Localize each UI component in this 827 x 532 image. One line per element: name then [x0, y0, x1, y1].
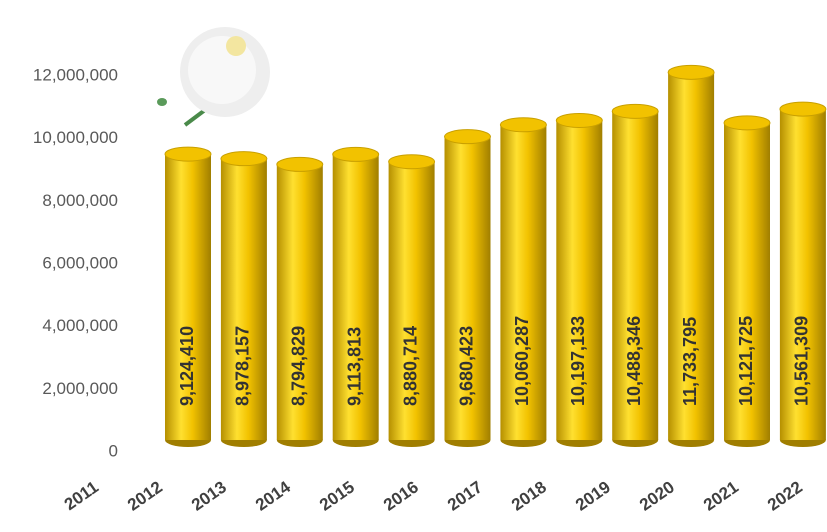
value-label: 9,124,410: [177, 326, 197, 406]
y-tick-label: 6,000,000: [42, 253, 118, 272]
value-label: 10,488,346: [624, 316, 644, 406]
bar-top: [499, 117, 547, 133]
bar: [388, 161, 435, 441]
bar: [332, 154, 379, 441]
y-tick-label: 8,000,000: [42, 191, 118, 210]
bar-top: [611, 103, 659, 119]
x-tick-label: 2016: [380, 477, 422, 514]
y-tick-label: 4,000,000: [42, 316, 118, 335]
value-label: 11,733,795: [680, 317, 700, 406]
bar: [220, 158, 267, 440]
bar: [612, 111, 659, 440]
x-tick-label: 2017: [444, 477, 486, 514]
value-label: 9,113,813: [344, 327, 364, 406]
bar: [779, 109, 826, 441]
bar-top: [332, 146, 380, 162]
value-label: 9,680,423: [456, 326, 476, 406]
bar-top: [555, 112, 603, 128]
y-tick-label: 0: [109, 441, 118, 460]
x-tick-label: 2019: [572, 477, 614, 514]
bar: [556, 120, 603, 440]
value-label: 10,197,133: [568, 316, 588, 406]
bar-top: [388, 154, 436, 170]
x-tick-label: 2015: [316, 477, 358, 514]
x-tick-label: 2012: [124, 477, 166, 514]
bar: [500, 124, 547, 440]
bar: [724, 122, 770, 441]
y-tick-label: 2,000,000: [42, 379, 118, 398]
bar-top: [667, 64, 715, 80]
bar: [444, 136, 491, 440]
bar-top: [220, 151, 268, 167]
value-label: 8,978,157: [233, 326, 253, 406]
bar-top: [723, 115, 771, 131]
flower-decoration: [157, 27, 270, 127]
bar: [276, 164, 323, 440]
value-label: 10,121,725: [736, 316, 756, 406]
y-tick-label: 12,000,000: [33, 65, 118, 84]
value-label: 10,060,287: [512, 316, 532, 406]
x-tick-label: 2021: [700, 477, 742, 514]
x-tick-label: 2022: [764, 477, 806, 514]
bar: [165, 154, 211, 441]
bar-top: [164, 146, 212, 162]
x-tick-label: 2014: [252, 477, 294, 515]
x-tick-label: 2018: [508, 477, 550, 514]
x-tick-label: 2013: [188, 477, 230, 514]
x-tick-label: 2011: [61, 477, 102, 514]
x-tick-label: 2020: [636, 477, 678, 514]
y-tick-label: 10,000,000: [33, 128, 118, 147]
value-label: 10,561,309: [792, 316, 812, 406]
bar-top: [276, 156, 324, 172]
bar: [668, 72, 715, 440]
bar-top: [779, 101, 827, 117]
value-label: 8,880,714: [400, 326, 420, 406]
value-label: 8,794,829: [289, 326, 309, 406]
bar-top: [444, 129, 491, 145]
